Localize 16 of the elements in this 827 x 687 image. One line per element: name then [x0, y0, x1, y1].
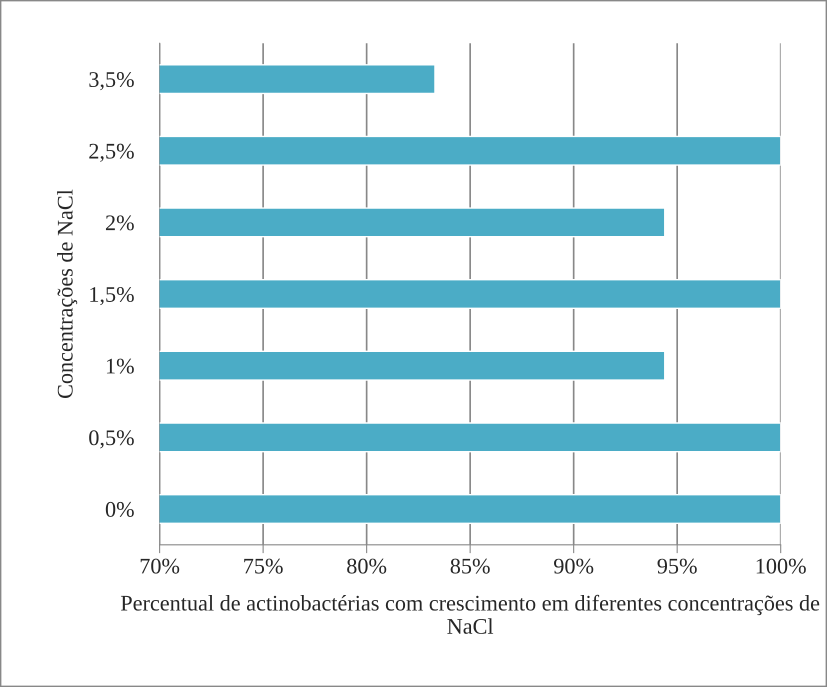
- y-tick-label: 0%: [106, 502, 134, 517]
- x-tick-label: 100%: [756, 558, 806, 574]
- y-tick-label: 0,5%: [89, 430, 134, 448]
- y-tick-label: 2,5%: [89, 144, 134, 162]
- y-tick-label: 1%: [106, 358, 134, 374]
- y-tick-label: 2%: [106, 215, 134, 230]
- x-tick-label: 90%: [554, 558, 594, 574]
- x-tick-label: 85%: [450, 558, 490, 574]
- y-axis-title: Concentrações de NaCl: [57, 190, 78, 398]
- x-tick-label: 70%: [140, 558, 180, 574]
- y-tick-label: 3,5%: [89, 72, 134, 90]
- y-tick-label: 1,5%: [90, 286, 134, 306]
- x-axis-title: Percentual de actinobactérias com crescimento em diferentes concentrações de NaCl: [120, 594, 820, 634]
- x-tick-label: 95%: [658, 558, 697, 574]
- x-tick-label: 80%: [347, 558, 386, 574]
- x-tick-label: 75%: [244, 558, 283, 574]
